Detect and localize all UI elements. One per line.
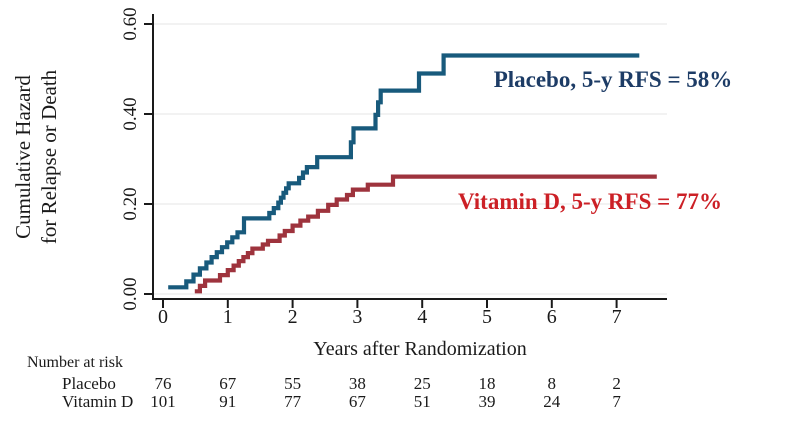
- risk-count-cell: 2: [612, 374, 621, 393]
- risk-count-cell: 76: [154, 374, 172, 393]
- risk-count-cell: 91: [219, 392, 237, 411]
- risk-count-cell: 38: [348, 374, 366, 393]
- y-tick-label: 0.60: [120, 7, 141, 41]
- risk-row-label-placebo: Placebo: [62, 374, 116, 393]
- x-tick-label: 1: [222, 306, 233, 328]
- risk-count-cell: 67: [219, 374, 237, 393]
- risk-count-cell: 51: [413, 392, 431, 411]
- x-tick-label: 3: [352, 306, 363, 328]
- risk-count-cell: 101: [150, 392, 176, 411]
- x-axis-title: Years after Randomization: [313, 338, 527, 360]
- risk-count-cell: 18: [478, 374, 496, 393]
- y-tick-label: 0.40: [120, 97, 141, 131]
- vitamin-d-curve: [194, 174, 657, 294]
- risk-count-cell: 24: [543, 392, 561, 411]
- vitamin-d-series-label: Vitamin D, 5-y RFS = 77%: [458, 189, 722, 214]
- risk-count-cell: 7: [612, 392, 621, 411]
- x-tick-label: 4: [417, 306, 428, 328]
- y-axis-title-line1: Cumulative Hazard: [11, 75, 35, 239]
- y-axis-title-line2: for Relapse or Death: [37, 69, 61, 245]
- risk-count-cell: 25: [413, 374, 431, 393]
- risk-table-title: Number at risk: [27, 354, 123, 371]
- y-axis-title: Cumulative Hazard for Relapse or Death: [10, 70, 62, 244]
- risk-count-cell: 8: [547, 374, 557, 393]
- placebo-curve: [168, 53, 640, 290]
- x-tick-label: 2: [287, 306, 298, 328]
- x-tick-label: 6: [546, 306, 557, 328]
- placebo-series-label: Placebo, 5-y RFS = 58%: [493, 67, 733, 92]
- x-tick-label: 0: [158, 306, 168, 328]
- risk-count-cell: 55: [284, 374, 302, 393]
- y-tick-label: 0.20: [120, 187, 141, 221]
- x-tick-label: 7: [611, 306, 622, 328]
- y-tick-label: 0.00: [120, 277, 141, 311]
- x-tick-label: 5: [482, 306, 492, 328]
- risk-count-cell: 77: [284, 392, 302, 411]
- risk-row-label-vitamin-d: Vitamin D: [62, 392, 134, 411]
- risk-count-cell: 39: [478, 392, 496, 411]
- risk-count-cell: 67: [348, 392, 366, 411]
